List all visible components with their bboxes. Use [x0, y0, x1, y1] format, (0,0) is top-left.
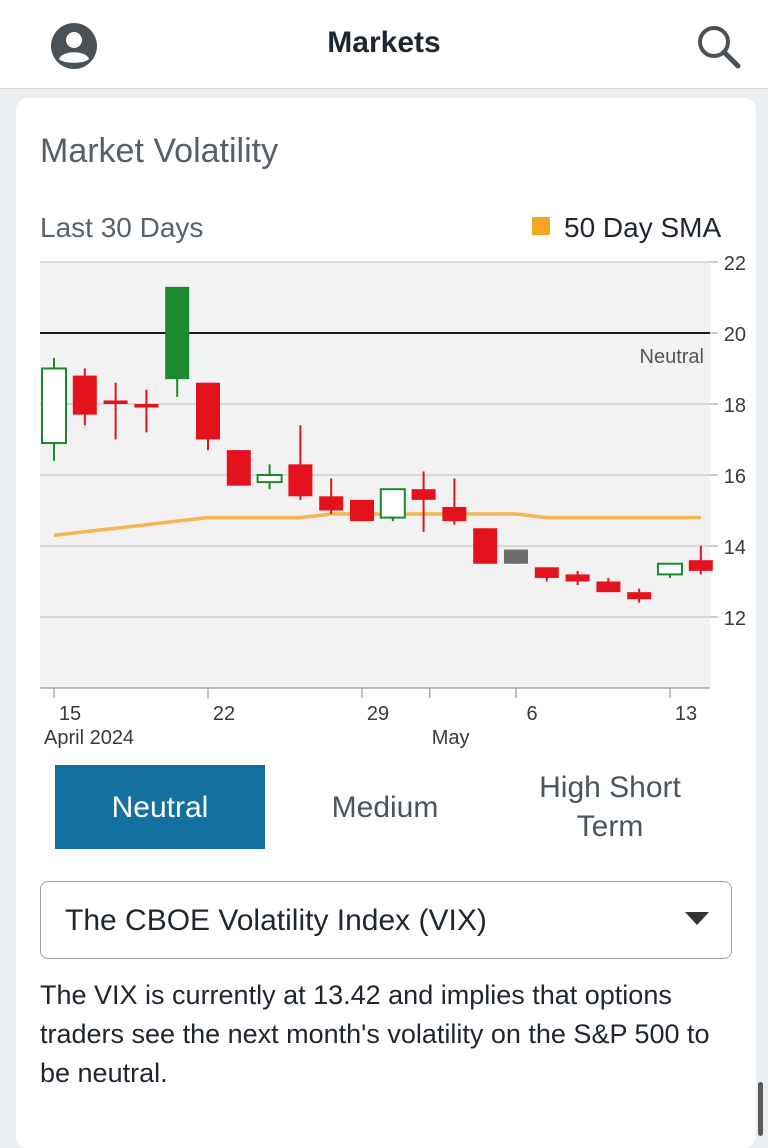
candle-body — [473, 528, 498, 564]
sma-legend: 50 Day SMA — [532, 212, 721, 244]
scrollbar[interactable] — [758, 1082, 763, 1136]
y-tick-label: 14 — [724, 537, 746, 559]
candle-body — [504, 549, 528, 564]
candle-body — [72, 375, 97, 415]
x-tick-label: 13 — [675, 703, 697, 725]
y-tick-label: 18 — [724, 395, 746, 417]
sma-legend-swatch — [532, 217, 550, 235]
y-tick-label: 22 — [724, 253, 746, 275]
y-tick-label: 16 — [724, 466, 746, 488]
index-select-dropdown[interactable]: The CBOE Volatility Index (VIX) — [40, 881, 732, 959]
x-tick-label: 29 — [367, 703, 389, 725]
candle-body — [379, 488, 406, 519]
segment-neutral-button[interactable]: Neutral — [55, 765, 265, 849]
candle-body — [411, 489, 436, 500]
card-title: Market Volatility — [40, 132, 279, 170]
caret-down-icon — [685, 912, 709, 925]
segment-medium-button[interactable]: Medium — [280, 765, 490, 849]
x-tick-sublabel: May — [432, 727, 470, 749]
candle-body — [226, 450, 251, 486]
sma-line — [53, 512, 701, 538]
candle-body — [134, 404, 159, 408]
candle-body — [165, 286, 190, 380]
period-label: Last 30 Days — [40, 212, 204, 243]
candle-body — [534, 567, 559, 578]
candle-body — [288, 464, 313, 497]
x-tick-label: 15 — [59, 703, 81, 725]
candle-body — [196, 382, 220, 440]
vix-description: The VIX is currently at 13.42 and implie… — [40, 980, 710, 1088]
x-tick-label: 22 — [213, 703, 235, 725]
candle-body — [688, 560, 713, 571]
dropdown-selected-value: The CBOE Volatility Index (VIX) — [65, 904, 487, 937]
candle-body — [565, 574, 590, 582]
segment-high-line1: High Short — [539, 771, 681, 804]
segment-neutral-label: Neutral — [111, 790, 209, 824]
sma-legend-label: 50 Day SMA — [564, 212, 722, 243]
candle-body — [627, 592, 652, 600]
candle-body — [657, 562, 683, 576]
segment-high-short-term-button[interactable]: High Short Term — [505, 765, 715, 849]
top-app-bar: Markets — [0, 0, 768, 89]
x-tick-label: 6 — [526, 703, 537, 725]
segment-high-line2: Term — [576, 810, 644, 843]
search-icon[interactable] — [694, 22, 744, 72]
candle-body — [596, 581, 621, 593]
candle-body — [442, 506, 467, 522]
candle-body — [103, 400, 128, 404]
segment-medium-label: Medium — [331, 790, 439, 824]
candle-body — [350, 499, 374, 522]
candle-body — [319, 496, 344, 511]
account-icon[interactable] — [50, 22, 98, 70]
candle-body — [41, 367, 67, 445]
reference-line-label: Neutral — [640, 346, 704, 368]
x-tick-sublabel: April 2024 — [44, 727, 134, 749]
y-tick-label: 12 — [724, 608, 746, 630]
segment-high-label: High Short Term — [539, 768, 681, 846]
page-title: Markets — [327, 26, 441, 59]
y-tick-label: 20 — [724, 324, 746, 346]
candle-body — [256, 474, 283, 484]
